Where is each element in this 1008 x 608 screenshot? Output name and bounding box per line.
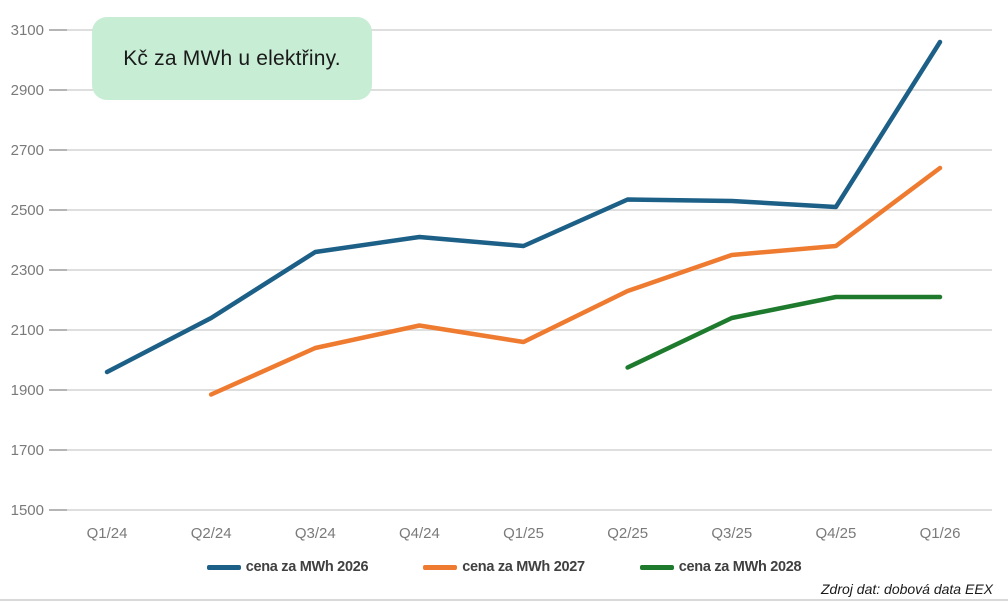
x-axis-label: Q1/26	[920, 525, 961, 542]
x-axis-label: Q1/25	[503, 525, 544, 542]
series-line-2027	[208, 165, 943, 397]
y-axis-label: 2300	[11, 262, 44, 279]
y-axis-label: 2100	[11, 322, 44, 339]
legend: cena za MWh 2026 cena za MWh 2027 cena za …	[0, 559, 1008, 575]
legend-label: cena za MWh 2027	[462, 559, 585, 575]
series-line-2028	[625, 294, 943, 370]
legend-label: cena za MWh 2028	[678, 559, 802, 575]
legend-swatch	[423, 564, 458, 570]
x-axis-label: Q3/24	[295, 525, 336, 542]
y-axis-label: 3100	[11, 22, 44, 39]
x-axis-label: Q4/25	[815, 525, 856, 542]
x-axis-label: Q4/24	[399, 525, 440, 542]
y-axis-label: 1500	[11, 502, 44, 519]
series-line-2026	[104, 39, 943, 375]
bottom-divider	[0, 599, 1008, 601]
y-axis-label: 2500	[11, 202, 44, 219]
y-axis-label: 1700	[11, 442, 44, 459]
y-axis-label: 2700	[11, 142, 44, 159]
legend-item-2028: cena za MWh 2028	[639, 559, 802, 575]
line-chart: 1500 1700 1900 2100 2300 2500 2700 2900 3100 Q1/2…	[11, 22, 992, 542]
source-note: Zdroj dat: dobová data EEX	[821, 581, 993, 597]
x-axis-label: Q3/25	[711, 525, 752, 542]
y-axis-label: 2900	[11, 82, 44, 99]
legend-label: cena za MWh 2026	[245, 559, 369, 575]
chart-title-box: Kč za MWh u elektřiny.	[92, 17, 372, 100]
legend-swatch	[639, 564, 674, 570]
x-axis-label: Q2/24	[191, 525, 232, 542]
y-axis-label: 1900	[11, 382, 44, 399]
legend-item-2027: cena za MWh 2027	[423, 559, 585, 575]
legend-swatch	[206, 564, 241, 570]
chart-title: Kč za MWh u elektřiny.	[123, 46, 341, 70]
x-axis-label: Q2/25	[607, 525, 648, 542]
x-axis-label: Q1/24	[87, 525, 128, 542]
legend-item-2026: cena za MWh 2026	[206, 559, 369, 575]
